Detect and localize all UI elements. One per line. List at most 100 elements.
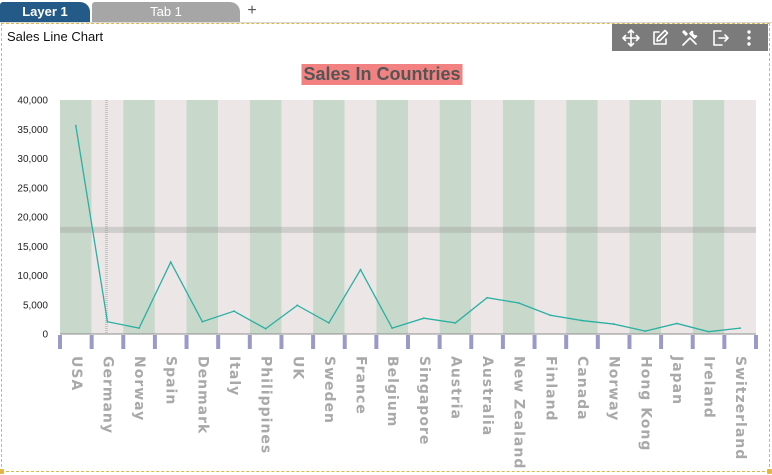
x-tick-mark [690, 335, 695, 349]
x-tick-label: France [353, 356, 369, 415]
x-tick-mark [469, 335, 474, 349]
background-band [408, 100, 440, 334]
background-band [566, 100, 598, 334]
background-band [724, 100, 756, 334]
y-tick-label: 0 [42, 330, 48, 341]
widget-title: Sales Line Chart [7, 29, 104, 44]
data-point [676, 322, 678, 325]
x-tick-mark [500, 335, 505, 349]
x-tick-mark [311, 335, 316, 349]
data-point [296, 304, 299, 307]
y-tick-label: 30,000 [17, 154, 48, 165]
background-band [154, 100, 187, 334]
chart-title-background [301, 64, 463, 85]
x-tick-label: Germany [99, 356, 115, 434]
background-band [534, 100, 567, 334]
background-band [218, 100, 250, 334]
edit-icon[interactable] [649, 27, 671, 49]
data-point [264, 327, 267, 330]
more-icon[interactable] [738, 27, 760, 49]
background-band [344, 100, 377, 334]
x-tick-mark [89, 335, 94, 349]
x-tick-label: USA [68, 356, 84, 391]
x-tick-mark [406, 335, 410, 349]
x-tick-label: Ireland [701, 356, 717, 419]
x-tick-mark [627, 335, 632, 349]
x-tick-label: Italy [226, 356, 242, 396]
x-tick-mark [247, 335, 252, 349]
background-band [629, 100, 662, 334]
x-tick-label: Switzerland [732, 356, 748, 460]
x-tick-mark [532, 335, 537, 349]
x-tick-mark [374, 335, 379, 349]
tab-tab-1[interactable]: Tab 1 [92, 2, 240, 22]
y-tick-label: 5,000 [23, 300, 48, 311]
x-tick-mark [342, 335, 347, 349]
data-point [739, 327, 742, 330]
data-point [581, 319, 583, 322]
add-tab-button[interactable]: + [247, 2, 257, 19]
x-tick-mark [437, 335, 442, 349]
data-point [169, 261, 172, 263]
reference-line [60, 226, 756, 233]
x-tick-label: Australia [479, 356, 495, 436]
x-tick-label: Norway [131, 356, 147, 421]
data-point [391, 327, 394, 330]
x-tick-label: Norway [606, 356, 622, 421]
widget-toolbar [612, 24, 768, 51]
x-tick-mark [754, 335, 758, 349]
x-tick-label: Finland [542, 356, 558, 422]
x-tick-label: Japan [669, 355, 685, 405]
data-point [422, 317, 425, 320]
background-band [123, 100, 155, 334]
x-tick-label: Philippines [258, 356, 274, 454]
data-point [454, 321, 457, 324]
background-band [471, 100, 503, 334]
y-tick-label: 15,000 [17, 242, 48, 253]
series-line [75, 125, 741, 333]
resize-handle-bottom-right[interactable] [767, 469, 772, 474]
x-tick-label: Sweden [321, 356, 337, 424]
data-point [707, 330, 710, 333]
background-band [502, 100, 535, 334]
y-tick-label: 25,000 [17, 183, 48, 194]
background-band [376, 100, 408, 334]
x-tick-mark [184, 335, 189, 349]
tools-icon[interactable] [679, 27, 701, 49]
x-tick-mark [58, 335, 62, 349]
x-tick-label: Austria [447, 356, 463, 420]
data-point [328, 321, 330, 324]
y-tick-label: 20,000 [17, 213, 48, 224]
tab-layer-1[interactable]: Layer 1 [0, 2, 90, 22]
background-band [692, 100, 725, 334]
y-tick-label: 35,000 [17, 125, 48, 136]
resize-handle-bottom-left[interactable] [0, 469, 4, 474]
x-tick-mark [595, 335, 600, 349]
background-band [661, 100, 693, 334]
tab-bar: Layer 1 Tab 1 + [0, 0, 772, 23]
x-tick-label: Hong Kong [637, 356, 653, 451]
x-tick-mark [216, 335, 221, 349]
background-band [249, 100, 282, 334]
data-point [644, 330, 647, 332]
x-tick-label: Spain [163, 356, 179, 405]
data-point [106, 320, 109, 323]
x-tick-label: Denmark [194, 356, 210, 434]
data-point [233, 310, 235, 313]
x-tick-label: Singapore [416, 356, 432, 445]
x-tick-mark [121, 335, 126, 349]
x-tick-label: New Zealand [511, 356, 527, 469]
export-icon[interactable] [709, 27, 731, 49]
background-band [313, 100, 345, 334]
background-band [60, 100, 92, 334]
data-point [201, 320, 204, 323]
x-tick-label: Belgium [384, 356, 400, 427]
move-icon[interactable] [620, 27, 642, 49]
data-point [517, 302, 520, 304]
background-band [186, 100, 219, 334]
x-tick-mark [279, 335, 284, 349]
x-tick-mark [722, 335, 727, 349]
data-point [359, 268, 362, 271]
x-tick-mark [152, 335, 157, 349]
